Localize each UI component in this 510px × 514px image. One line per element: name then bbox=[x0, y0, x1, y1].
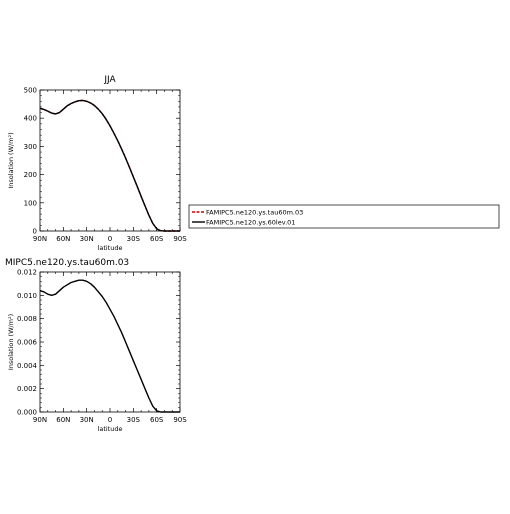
series-line-0 bbox=[39, 99, 180, 232]
plot-title: JJA bbox=[103, 75, 116, 85]
x-tick-label: 60S bbox=[150, 235, 164, 243]
legend-label-0: FAMIPC5.ne120.ys.tau60m.03 bbox=[206, 209, 303, 217]
x-tick-label: 30N bbox=[80, 235, 94, 243]
y-tick-label: 0.002 bbox=[17, 385, 37, 393]
x-tick-label: 60S bbox=[150, 416, 164, 424]
x-axis-title: latitude bbox=[98, 425, 123, 433]
y-tick-label: 300 bbox=[24, 143, 37, 151]
y-tick-label: 0.012 bbox=[17, 269, 37, 277]
y-tick-label: 0.000 bbox=[17, 409, 37, 417]
y-tick-label: 0.006 bbox=[17, 339, 38, 347]
series-line-1 bbox=[39, 99, 180, 232]
y-tick-label: 500 bbox=[24, 87, 37, 95]
y-axis-title: Insolation (W/m²) bbox=[7, 132, 15, 188]
x-tick-label: 90N bbox=[33, 235, 47, 243]
panel-top: JJA 90N 60N 30N 0 30S 60S 90S 0 100 200 300 400 500 la… bbox=[7, 75, 187, 252]
plot-frame bbox=[39, 271, 181, 413]
x-tick-label: 30N bbox=[80, 416, 94, 424]
y-tick-label: 0.008 bbox=[17, 315, 37, 323]
x-tick-label: 60N bbox=[56, 416, 70, 424]
y-tick-label: 0 bbox=[33, 228, 37, 236]
x-tick-label: 90N bbox=[33, 416, 47, 424]
x-tick-label: 90S bbox=[173, 235, 187, 243]
y-tick-label: 0.004 bbox=[17, 362, 38, 370]
x-tick-label: 90S bbox=[173, 416, 187, 424]
y-tick-label: 200 bbox=[24, 171, 37, 179]
x-tick-label: 60N bbox=[56, 235, 70, 243]
series-line-0 bbox=[39, 279, 180, 413]
legend-frame bbox=[188, 204, 500, 229]
x-tick-label: 0 bbox=[108, 235, 112, 243]
x-tick-label: 30S bbox=[127, 416, 141, 424]
x-tick-label: 30S bbox=[127, 235, 141, 243]
panel-bottom: MIPC5.ne120.ys.tau60m.03 90N 60N 30N 0 30S 60S… bbox=[5, 258, 187, 433]
y-tick-label: 0.010 bbox=[17, 292, 37, 300]
x-tick-label: 0 bbox=[108, 416, 112, 424]
plot-title: MIPC5.ne120.ys.tau60m.03 bbox=[5, 258, 129, 268]
legend-label-1: FAMIPC5.ne120.ys.60lev.01 bbox=[206, 219, 295, 227]
y-tick-label: 100 bbox=[24, 199, 37, 207]
y-axis-title: Insolation (W/m²) bbox=[7, 314, 15, 370]
legend: FAMIPC5.ne120.ys.tau60m.03 FAMIPC5.ne120… bbox=[188, 204, 500, 229]
y-tick-label: 400 bbox=[24, 115, 37, 123]
x-axis-title: latitude bbox=[98, 244, 123, 252]
